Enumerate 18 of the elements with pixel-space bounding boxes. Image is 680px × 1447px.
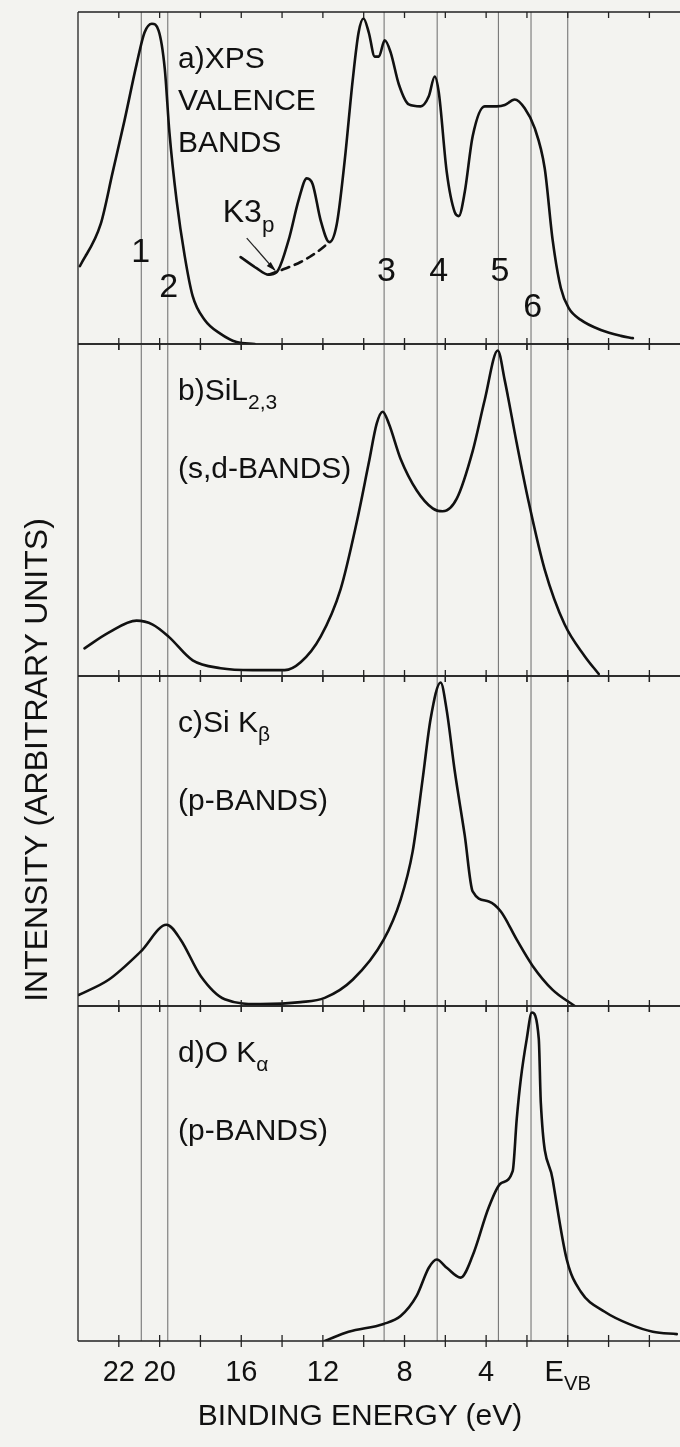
x-tick-label: 16 xyxy=(225,1355,258,1387)
text: a)XPS VALENCE BANDS xyxy=(178,41,316,158)
x-tick-label: 8 xyxy=(396,1355,413,1387)
annotation: 6 xyxy=(523,285,543,324)
x-tick-label: 22 xyxy=(102,1355,135,1387)
annotation: 1 xyxy=(131,230,151,269)
x-tick-label: 4 xyxy=(478,1355,495,1387)
annotation: 2 xyxy=(159,266,179,305)
annotation: 5 xyxy=(490,250,510,289)
x-tick-label: 12 xyxy=(306,1355,340,1387)
y-axis-title: INTENSITY (ARBITRARY UNITS) xyxy=(17,518,55,1002)
annotation: 4 xyxy=(429,250,449,289)
x-tick-label: 20 xyxy=(143,1355,176,1387)
x-axis-title: BINDING ENERGY (eV) xyxy=(196,1398,524,1432)
text: (s,d-BANDS) xyxy=(178,451,352,484)
annotation: 3 xyxy=(377,250,397,289)
text: (p-BANDS) xyxy=(178,783,329,816)
text: (p-BANDS) xyxy=(178,1113,329,1146)
